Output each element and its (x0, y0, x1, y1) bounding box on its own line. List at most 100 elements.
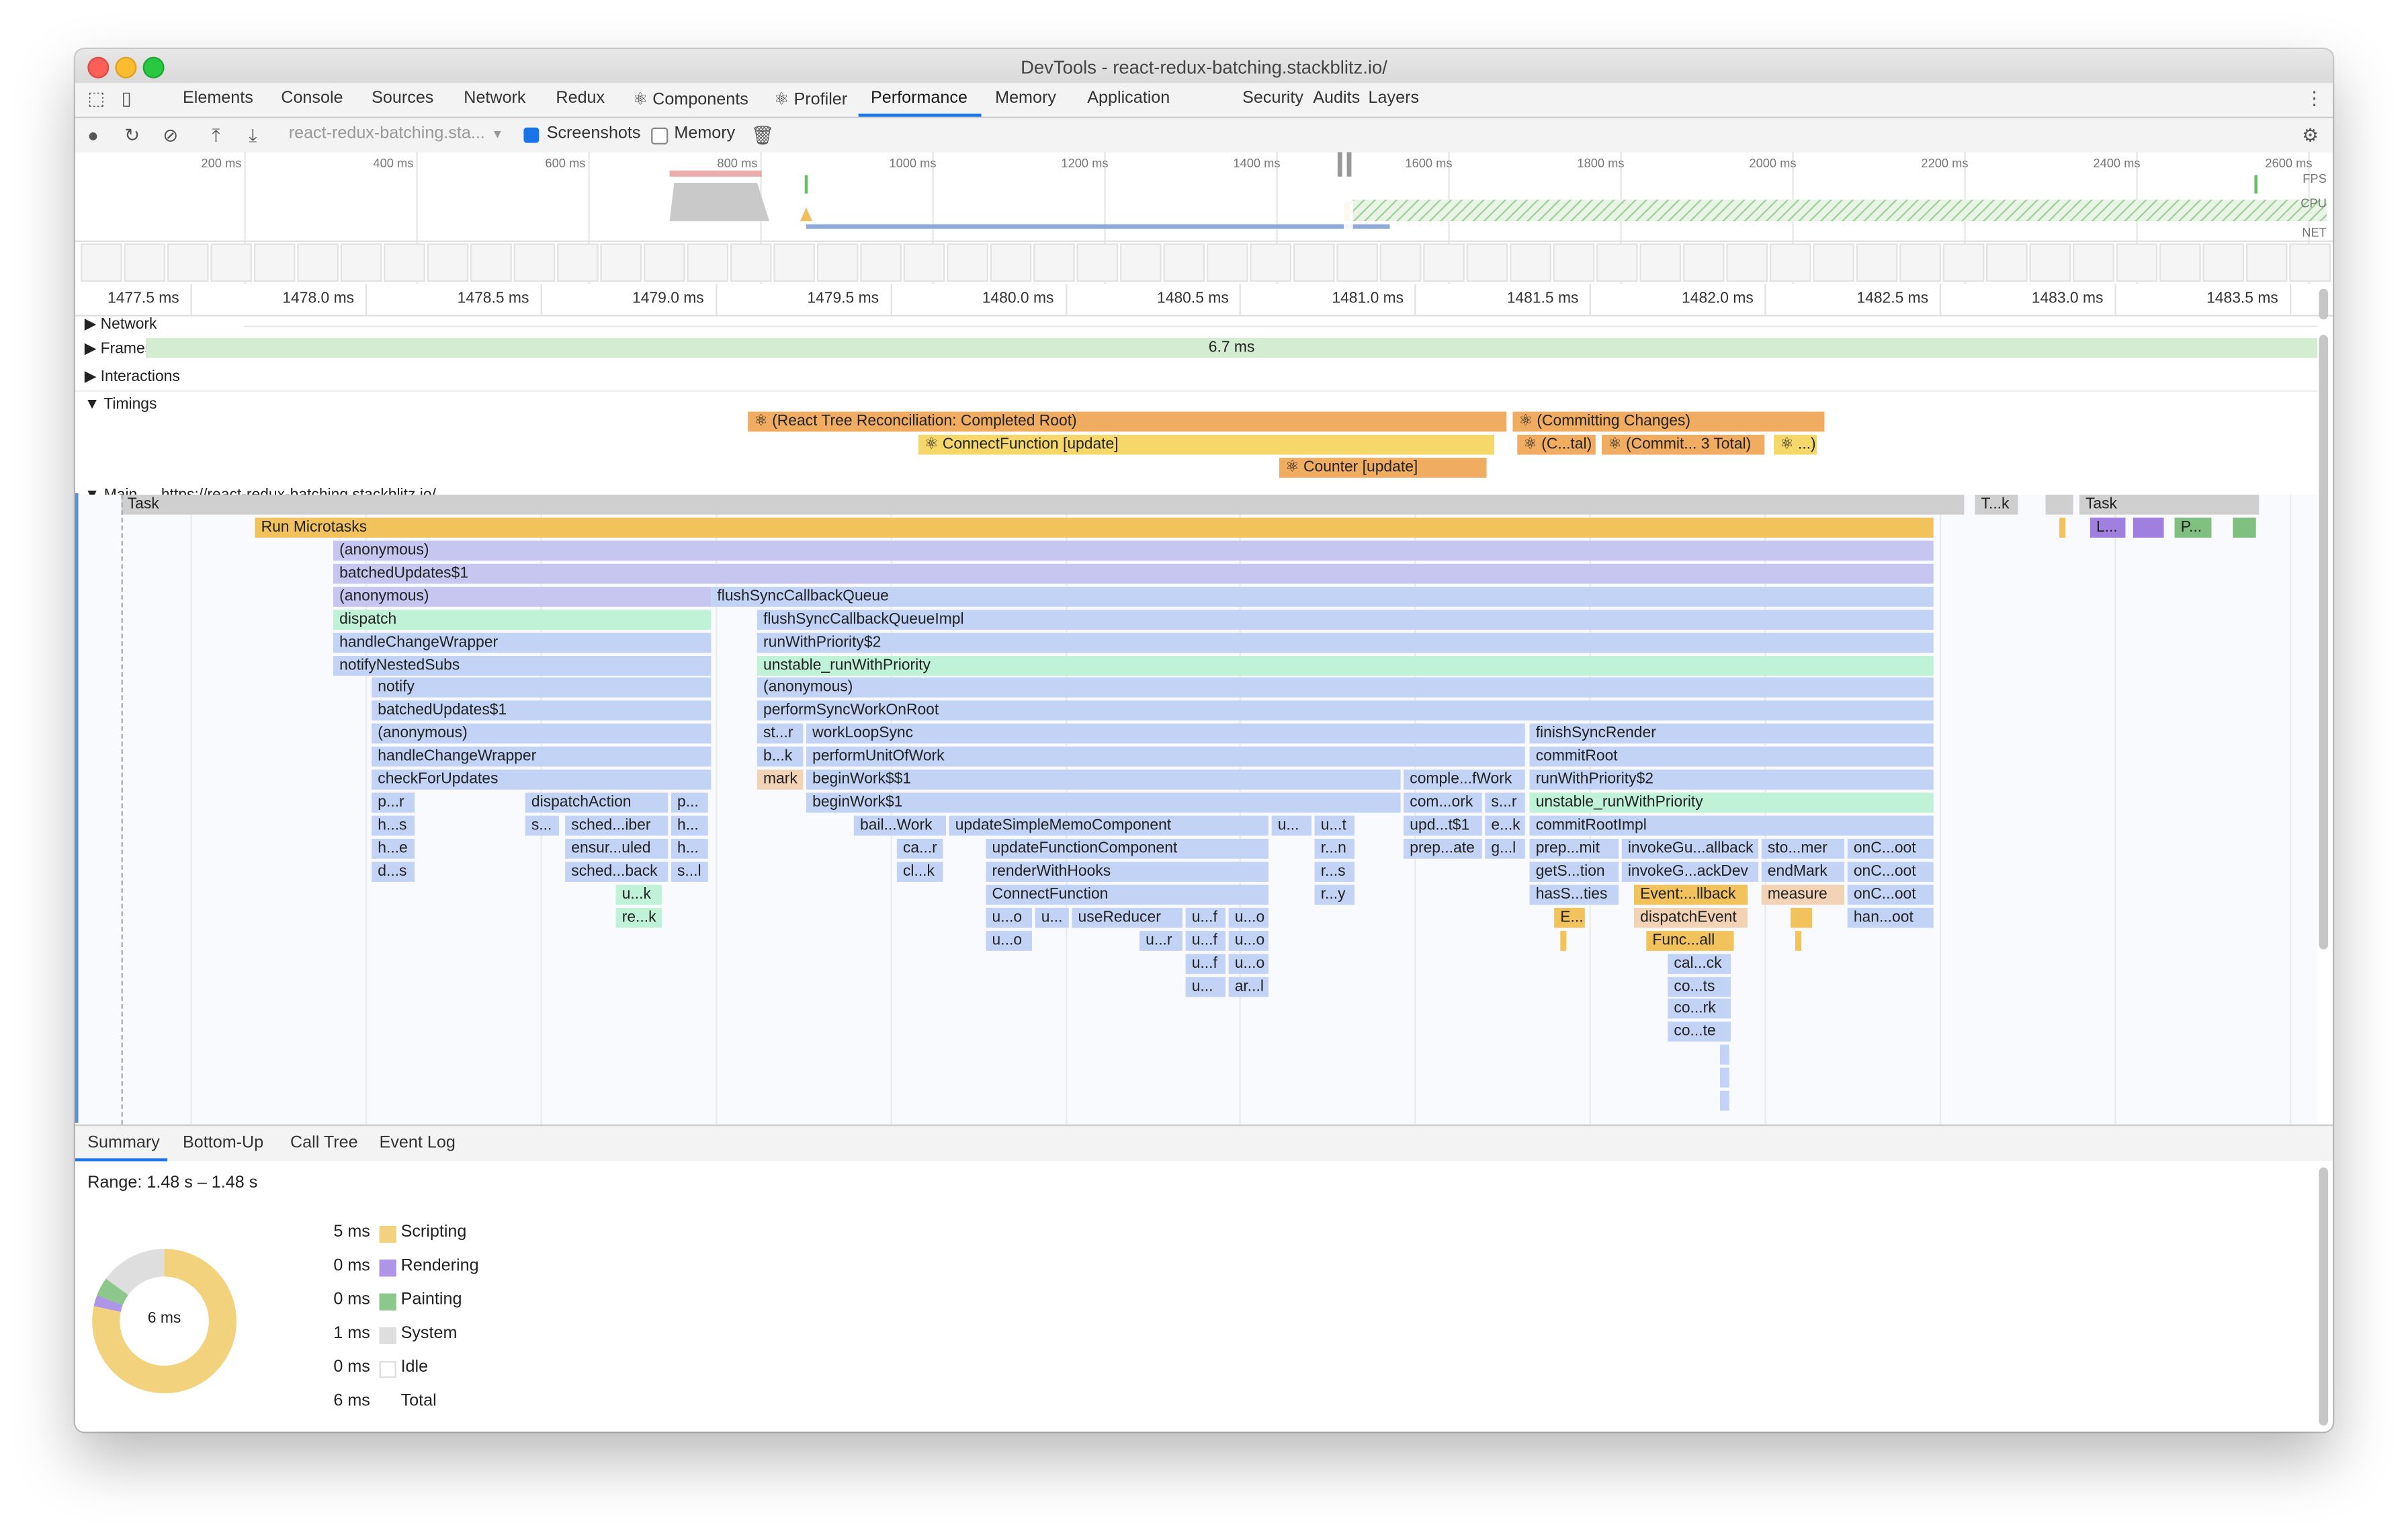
flame-bar[interactable]: beginWork$$1 (806, 770, 1401, 790)
flame-bar[interactable]: commitRootImpl (1529, 815, 1934, 836)
summary-scrollbar[interactable] (2319, 1167, 2329, 1426)
filmstrip-frame[interactable] (427, 243, 469, 282)
flame-bar[interactable]: p...r (372, 792, 415, 813)
record-icon[interactable]: ● (87, 124, 99, 147)
filmstrip-frame[interactable] (947, 243, 988, 282)
flame-bar[interactable]: h... (671, 815, 708, 836)
flame-bar[interactable]: r...s (1314, 861, 1354, 882)
flame-bar[interactable]: Task (2079, 494, 2260, 515)
flame-bar[interactable]: st...r (757, 724, 804, 744)
filmstrip-frame[interactable] (1163, 243, 1205, 282)
tab-network[interactable]: Network (464, 89, 526, 108)
timings-track-header[interactable]: ▼ Timings (84, 396, 157, 413)
screenshots-checkbox[interactable] (523, 127, 540, 143)
flame-bar[interactable]: co...rk (1668, 999, 1731, 1020)
timing-bar[interactable]: ⚛ (Committing Changes) (1512, 411, 1825, 432)
filmstrip-frame[interactable] (643, 243, 685, 282)
flame-bar[interactable]: renderWithHooks (986, 861, 1268, 882)
filmstrip-frame[interactable] (253, 243, 296, 282)
flame-bar[interactable]: Event:...llback (1633, 884, 1748, 905)
filmstrip-frame[interactable] (1466, 243, 1508, 282)
trash-icon[interactable]: 🗑 (750, 124, 775, 147)
filmstrip-frame[interactable] (1986, 243, 2028, 282)
flame-bar[interactable]: u...k (615, 884, 662, 905)
save-profile-icon[interactable]: ⤓ (249, 124, 257, 147)
flame-bar[interactable]: flushSyncCallbackQueueImpl (757, 609, 1934, 630)
flame-bar[interactable] (1719, 1091, 1729, 1111)
interactions-track-header[interactable]: ▶ Interactions (84, 368, 180, 386)
flame-bar[interactable]: h... (671, 838, 708, 859)
flame-bar[interactable]: co...ts (1668, 976, 1731, 997)
network-track-header[interactable]: ▶ Network (84, 316, 157, 333)
flame-bar[interactable] (1719, 1068, 1729, 1088)
flame-bar[interactable]: notify (372, 677, 712, 698)
flame-bar[interactable]: L... (2090, 518, 2126, 538)
details-tab-summary[interactable]: Summary (87, 1133, 160, 1153)
flame-bar[interactable]: u...o (1228, 953, 1268, 974)
flame-bar[interactable]: ar...l (1228, 976, 1268, 997)
flame-bar[interactable]: u...r (1139, 930, 1182, 951)
filmstrip-frame[interactable] (1076, 243, 1119, 282)
flame-bar[interactable]: u...f (1185, 930, 1226, 951)
flame-bar[interactable]: (anonymous) (372, 724, 712, 744)
flame-bar[interactable]: checkForUpdates (372, 770, 712, 790)
tab-redux[interactable]: Redux (556, 89, 605, 108)
flame-bar[interactable]: sched...iber (565, 815, 669, 836)
filmstrip-frame[interactable] (557, 243, 599, 282)
timeline-overview[interactable]: 200 ms 400 ms 600 ms 800 ms 1000 ms 1200 ms 14… (75, 152, 2333, 286)
tab-profiler[interactable]: ⚛ Profiler (773, 90, 848, 110)
frame-duration-bar[interactable]: 6.7 ms (146, 337, 2318, 358)
flame-bar[interactable]: r...n (1314, 838, 1354, 859)
flame-bar[interactable]: dispatchAction (525, 792, 669, 813)
filmstrip-frame[interactable] (1553, 243, 1595, 282)
flame-bar[interactable]: cal...ck (1668, 953, 1731, 974)
inspect-element-icon[interactable]: ⬚ (87, 87, 105, 110)
flame-bar[interactable]: measure (1761, 884, 1845, 905)
flame-bar[interactable]: onC...oot (1847, 884, 1934, 905)
flame-bar[interactable]: endMark (1761, 861, 1845, 882)
filmstrip-frame[interactable] (1510, 243, 1551, 282)
flame-bar[interactable]: dispatch (333, 609, 712, 630)
filmstrip-frame[interactable] (1682, 243, 1725, 282)
filmstrip-frame[interactable] (1769, 243, 1811, 282)
flame-bar[interactable]: u... (1185, 976, 1226, 997)
flame-bar[interactable]: unstable_runWithPriority (757, 655, 1934, 675)
flame-bar[interactable]: (anonymous) (757, 677, 1934, 698)
device-toolbar-icon[interactable]: ▯ (121, 87, 132, 110)
tab-sources[interactable]: Sources (372, 89, 434, 108)
clear-icon[interactable]: ⊘ (163, 124, 179, 147)
flame-bar[interactable] (2133, 518, 2164, 538)
profile-select[interactable]: react-redux-batching.sta... (288, 124, 485, 143)
maximize-window-button[interactable] (142, 56, 165, 79)
flame-bar[interactable]: flushSyncCallbackQueue (711, 586, 1934, 607)
flame-bar[interactable]: updateSimpleMemoComponent (949, 815, 1268, 836)
flame-bar[interactable]: invokeGu...allback (1621, 838, 1759, 859)
flame-bar[interactable] (2233, 518, 2256, 538)
flame-bar[interactable]: prep...ate (1404, 838, 1482, 859)
flame-bar[interactable]: cl...k (896, 861, 943, 882)
flame-bar[interactable]: comple...fWork (1404, 770, 1525, 790)
frames-track-header[interactable]: ▶ Frames (84, 341, 153, 358)
filmstrip-frame[interactable] (384, 243, 425, 282)
filmstrip-frame[interactable] (1250, 243, 1292, 282)
flame-bar[interactable]: u...o (986, 907, 1032, 927)
flame-bar[interactable]: p... (671, 792, 708, 813)
flame-bar[interactable]: useReducer (1072, 907, 1182, 927)
filmstrip-frame[interactable] (1639, 243, 1682, 282)
flame-bar[interactable] (2059, 518, 2066, 538)
flame-bar[interactable] (2045, 494, 2073, 515)
tab-performance[interactable]: Performance (870, 89, 968, 108)
flame-bar[interactable]: performUnitOfWork (806, 747, 1525, 768)
flame-bar[interactable]: u...o (986, 930, 1032, 951)
details-tab-eventlog[interactable]: Event Log (379, 1133, 456, 1153)
flame-bar[interactable]: batchedUpdates$1 (372, 701, 712, 721)
filmstrip-frame[interactable] (687, 243, 729, 282)
flame-bar[interactable]: (anonymous) (333, 586, 712, 607)
flame-bar[interactable] (1719, 1044, 1729, 1065)
filmstrip-frame[interactable] (2289, 243, 2331, 282)
flame-bar[interactable]: onC...oot (1847, 861, 1934, 882)
flame-bar[interactable]: prep...mit (1529, 838, 1619, 859)
flame-bar[interactable]: u...o (1228, 907, 1268, 927)
flame-bar[interactable]: upd...t$1 (1404, 815, 1482, 836)
filmstrip-frame[interactable] (1856, 243, 1898, 282)
